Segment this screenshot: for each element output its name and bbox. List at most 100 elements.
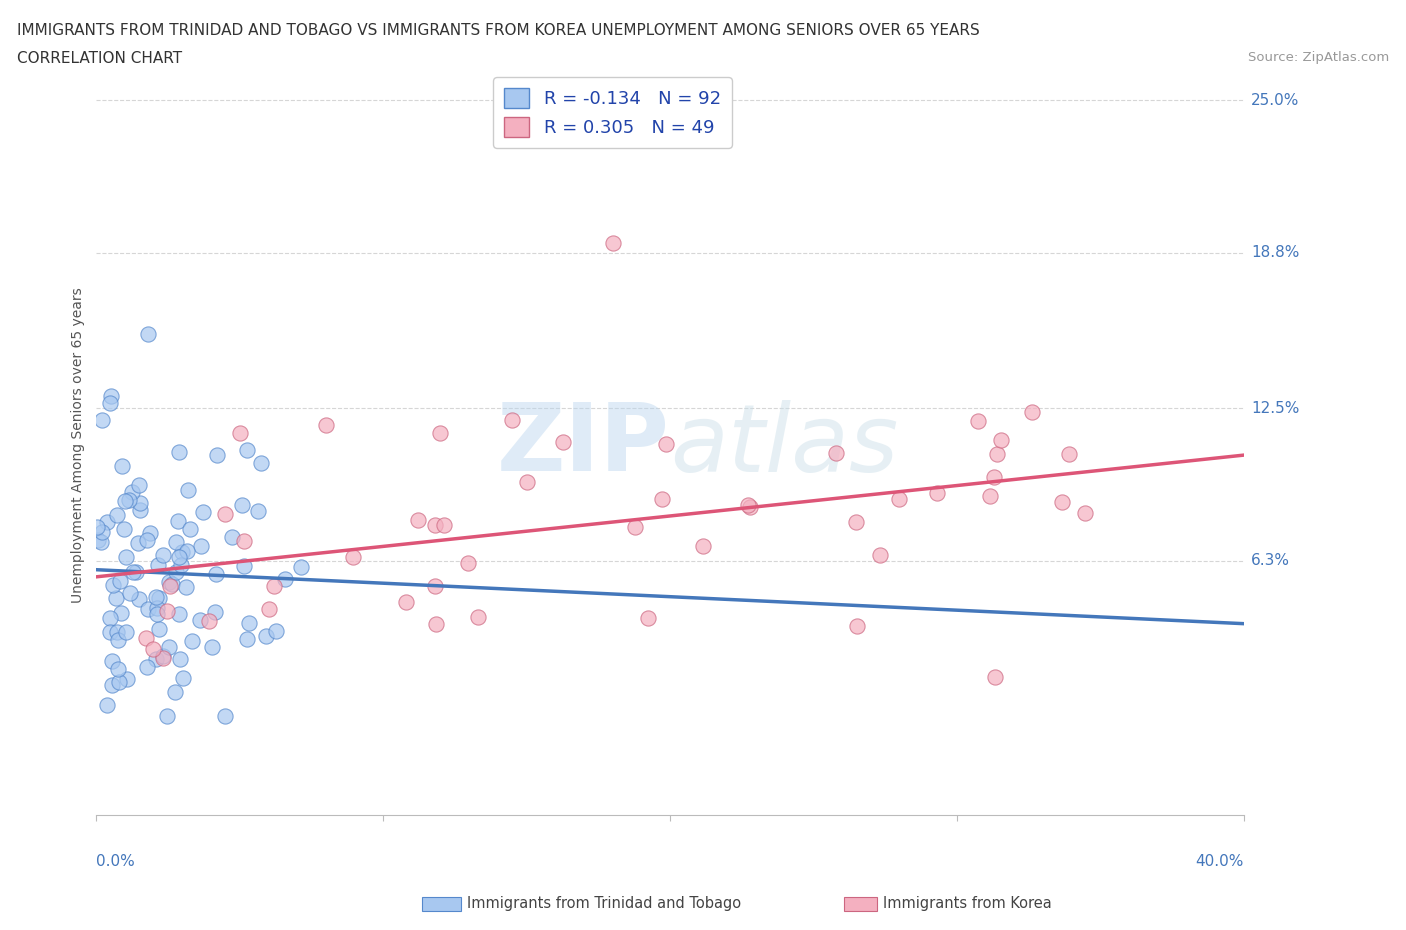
Point [290,560,312,575]
Point [433,517,456,532]
Point [128,591,150,606]
Point [990,432,1012,447]
Point [167,550,190,565]
Point [246,503,269,518]
Text: IMMIGRANTS FROM TRINIDAD AND TOBAGO VS IMMIGRANTS FROM KOREA UNEMPLOYMENT AMONG : IMMIGRANTS FROM TRINIDAD AND TOBAGO VS I… [17,23,980,38]
Point [467,609,489,624]
Point [177,483,200,498]
Point [156,604,179,618]
Text: 12.5%: 12.5% [1251,401,1299,416]
Point [152,650,174,665]
Point [101,678,124,693]
Point [250,456,273,471]
Point [111,458,134,473]
Point [176,544,198,559]
Text: 40.0%: 40.0% [1195,854,1243,869]
Point [1057,447,1080,462]
Point [257,602,280,617]
Text: 25.0%: 25.0% [1251,93,1299,108]
Point [501,412,523,427]
Point [238,616,260,631]
Point [824,445,846,460]
Legend: R = -0.134   N = 92, R = 0.305   N = 49: R = -0.134 N = 92, R = 0.305 N = 49 [494,77,733,148]
Point [135,659,157,674]
Point [157,640,180,655]
Point [740,499,762,514]
Point [142,641,165,656]
Point [165,684,187,699]
Point [159,578,181,593]
Point [167,445,190,459]
Point [105,508,128,523]
Point [167,606,190,621]
Point [229,425,252,440]
Point [457,555,479,570]
Point [201,640,224,655]
Point [1074,506,1097,521]
Point [101,578,124,592]
Point [406,512,429,527]
Point [188,613,211,628]
Point [423,578,446,593]
Point [90,535,112,550]
Point [136,532,159,547]
Point [145,590,167,604]
Point [979,488,1001,503]
Point [204,604,226,619]
Point [108,574,131,589]
Point [394,595,416,610]
Point [156,709,179,724]
Point [172,671,194,685]
Text: 0.0%: 0.0% [97,854,135,869]
Point [845,514,868,529]
Point [107,661,129,676]
Point [983,469,1005,484]
Point [135,631,157,646]
Point [128,502,150,517]
Point [104,590,127,604]
Point [181,633,204,648]
Point [108,674,131,689]
Point [96,515,118,530]
Point [98,625,121,640]
Point [425,617,447,631]
Point [165,565,187,579]
Point [274,572,297,587]
Point [233,534,256,549]
Point [515,474,537,489]
Point [100,389,122,404]
Point [266,623,288,638]
Point [692,538,714,553]
Point [96,698,118,712]
Point [231,498,253,512]
Point [125,565,148,579]
Point [737,498,759,512]
Point [136,602,159,617]
Y-axis label: Unemployment Among Seniors over 65 years: Unemployment Among Seniors over 65 years [72,287,86,603]
Point [967,414,990,429]
Point [100,654,122,669]
Point [221,529,243,544]
Point [214,709,236,724]
Point [233,559,256,574]
Point [117,493,139,508]
Text: Source: ZipAtlas.com: Source: ZipAtlas.com [1249,51,1389,64]
Point [927,485,949,500]
Point [146,557,169,572]
Point [236,631,259,646]
Point [342,550,364,565]
Point [152,648,174,663]
Point [190,538,212,553]
Point [165,535,187,550]
Point [148,621,170,636]
Point [136,326,159,341]
Text: 6.3%: 6.3% [1251,553,1291,568]
Point [845,618,868,633]
Point [1021,405,1043,419]
Point [553,434,575,449]
Point [112,522,135,537]
Point [179,522,201,537]
Text: Immigrants from Trinidad and Tobago: Immigrants from Trinidad and Tobago [467,897,741,911]
Point [207,447,229,462]
Point [146,606,169,621]
